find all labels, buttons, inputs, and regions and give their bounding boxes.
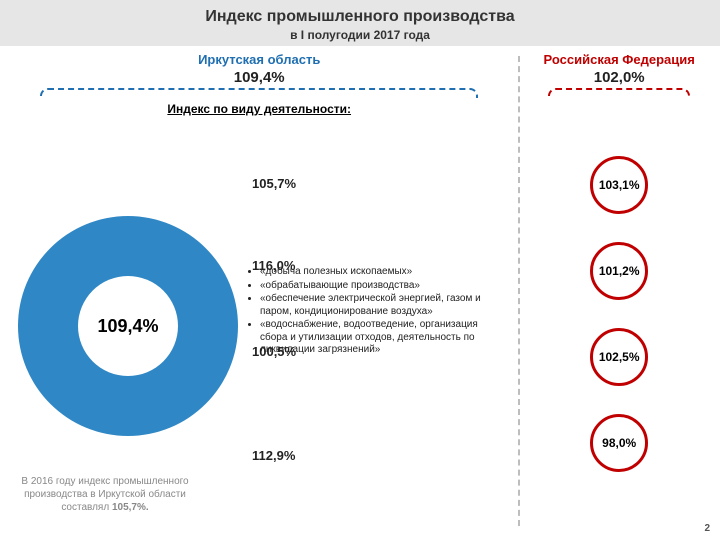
title-bar: Индекс промышленного производства в I по…: [0, 0, 720, 46]
activity-item: «обрабатывающие производства»: [260, 280, 498, 293]
region-value-irkutsk: 109,4%: [0, 69, 518, 86]
page-subtitle: в I полугодии 2017 года: [0, 28, 720, 42]
columns: Иркутская область 109,4% Индекс по виду …: [0, 46, 720, 536]
activities-list: «добыча полезных ископаемых»«обрабатываю…: [248, 266, 498, 358]
page-number: 2: [704, 523, 710, 534]
left-panel: Иркутская область 109,4% Индекс по виду …: [0, 46, 518, 536]
rf-value-circle: 102,5%: [590, 328, 648, 386]
right-panel: Российская Федерация 102,0% 103,1% 101,2%…: [518, 46, 720, 536]
percent-label: 105,7%: [252, 176, 296, 191]
rf-circles-column: 103,1% 101,2% 102,5% 98,0%: [518, 156, 720, 472]
footnote-text: В 2016 году индекс промышленного произво…: [21, 476, 188, 513]
activity-item: «водоснабжение, водоотведение, организац…: [260, 319, 498, 357]
donut-chart: 109,4%: [18, 216, 238, 436]
footnote-bold: 105,7%.: [112, 502, 149, 513]
page-root: Индекс промышленного производства в I по…: [0, 0, 720, 540]
activities-heading: Индекс по виду деятельности:: [0, 102, 518, 116]
region-label-irkutsk: Иркутская область: [0, 52, 518, 67]
brace-left: [40, 88, 478, 98]
page-title: Индекс промышленного производства: [0, 8, 720, 26]
region-label-rf: Российская Федерация: [518, 52, 720, 67]
activity-item: «добыча полезных ископаемых»: [260, 266, 498, 279]
donut-center-value: 109,4%: [78, 276, 178, 376]
rf-value-circle: 101,2%: [590, 242, 648, 300]
region-value-rf: 102,0%: [518, 69, 720, 86]
activity-item: «обеспечение электрической энергией, газ…: [260, 293, 498, 318]
footnote: В 2016 году индекс промышленного произво…: [10, 475, 200, 514]
rf-value-circle: 103,1%: [590, 156, 648, 214]
percent-label: 112,9%: [252, 448, 295, 463]
rf-value-circle: 98,0%: [590, 414, 648, 472]
brace-right: [548, 88, 690, 98]
